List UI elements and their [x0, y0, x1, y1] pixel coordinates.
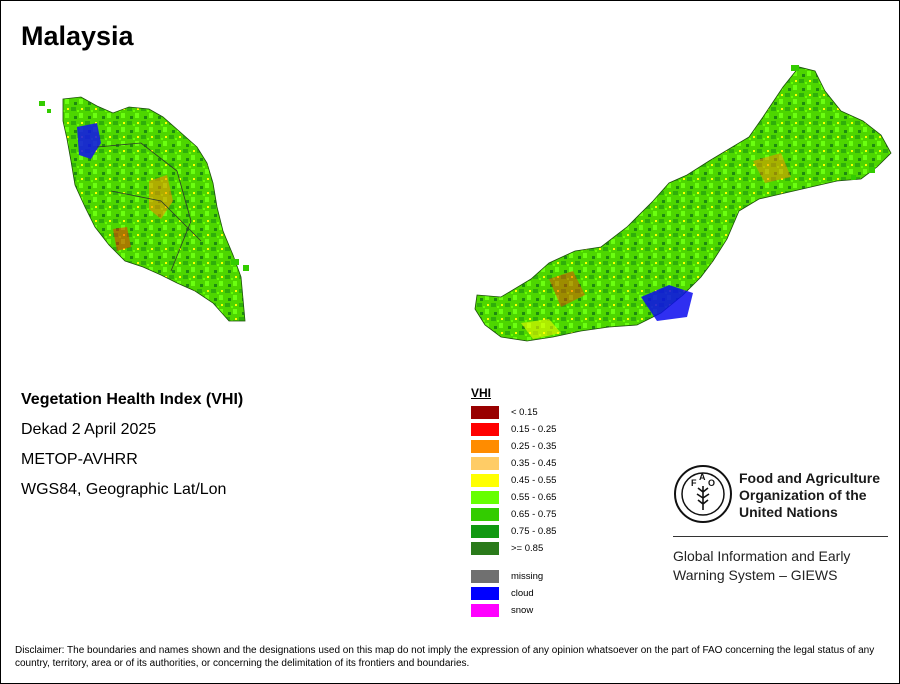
legend-special: missing cloud snow: [471, 568, 556, 619]
legend-swatch: [471, 406, 499, 419]
legend-label: 0.75 - 0.85: [511, 526, 557, 537]
legend-label: 0.35 - 0.45: [511, 458, 557, 469]
legend-label: 0.45 - 0.55: [511, 475, 557, 486]
map-title: Malaysia: [21, 21, 134, 51]
legend-item: 0.65 - 0.75: [471, 506, 556, 523]
sensor-label: METOP-AVHRR: [21, 451, 138, 468]
svg-text:A: A: [699, 472, 706, 482]
legend-item: >= 0.85: [471, 540, 556, 557]
legend-swatch: [471, 508, 499, 521]
legend-swatch: [471, 604, 499, 617]
legend-item: 0.25 - 0.35: [471, 438, 556, 455]
legend-label: 0.25 - 0.35: [511, 441, 557, 452]
legend-swatch: [471, 542, 499, 555]
legend-item: 0.35 - 0.45: [471, 455, 556, 472]
legend-item: 0.75 - 0.85: [471, 523, 556, 540]
legend-classes: < 0.15 0.15 - 0.25 0.25 - 0.35 0.35 - 0.45 0…: [471, 404, 556, 557]
legend-swatch: [471, 491, 499, 504]
legend-swatch: [471, 570, 499, 583]
fao-organization-name: Food and Agriculture Organization of the…: [739, 470, 881, 520]
legend-swatch: [471, 474, 499, 487]
legend-label: cloud: [511, 588, 534, 599]
legend-label: 0.15 - 0.25: [511, 424, 557, 435]
legend-label: 0.65 - 0.75: [511, 509, 557, 520]
legend-swatch: [471, 457, 499, 470]
giews-system-name: Global Information and Early Warning Sys…: [673, 548, 851, 583]
vhi-map: [39, 65, 892, 342]
legend-swatch: [471, 423, 499, 436]
legend-swatch: [471, 440, 499, 453]
svg-text:F: F: [691, 478, 697, 488]
period-label: Dekad 2 April 2025: [21, 421, 157, 438]
index-name: Vegetation Health Index (VHI): [21, 391, 244, 408]
legend-title: VHI: [471, 386, 492, 400]
legend-item: 0.55 - 0.65: [471, 489, 556, 506]
legend-swatch: [471, 587, 499, 600]
legend-item: missing: [471, 568, 556, 585]
legend-item: 0.45 - 0.55: [471, 472, 556, 489]
legend-label: snow: [511, 605, 534, 616]
legend-item: < 0.15: [471, 404, 556, 421]
legend-swatch: [471, 525, 499, 538]
projection-label: WGS84, Geographic Lat/Lon: [21, 481, 227, 498]
svg-text:O: O: [708, 478, 715, 488]
fao-divider: [673, 536, 888, 537]
disclaimer-text: Disclaimer: The boundaries and names sho…: [15, 645, 875, 669]
peninsular-malaysia: [39, 96, 249, 322]
legend-label: < 0.15: [511, 407, 538, 418]
legend-label: missing: [511, 571, 544, 582]
malaysian-borneo: [474, 65, 892, 342]
legend-item: snow: [471, 602, 556, 619]
map-info-block: Vegetation Health Index (VHI) Dekad 2 Ap…: [21, 391, 243, 511]
fao-emblem-icon: F A O: [674, 465, 732, 523]
legend-label: 0.55 - 0.65: [511, 492, 557, 503]
vhi-legend: VHI < 0.15 0.15 - 0.25 0.25 - 0.35 0.35 - 0…: [471, 386, 556, 619]
legend-label: >= 0.85: [511, 543, 544, 554]
legend-item: 0.15 - 0.25: [471, 421, 556, 438]
legend-item: cloud: [471, 585, 556, 602]
